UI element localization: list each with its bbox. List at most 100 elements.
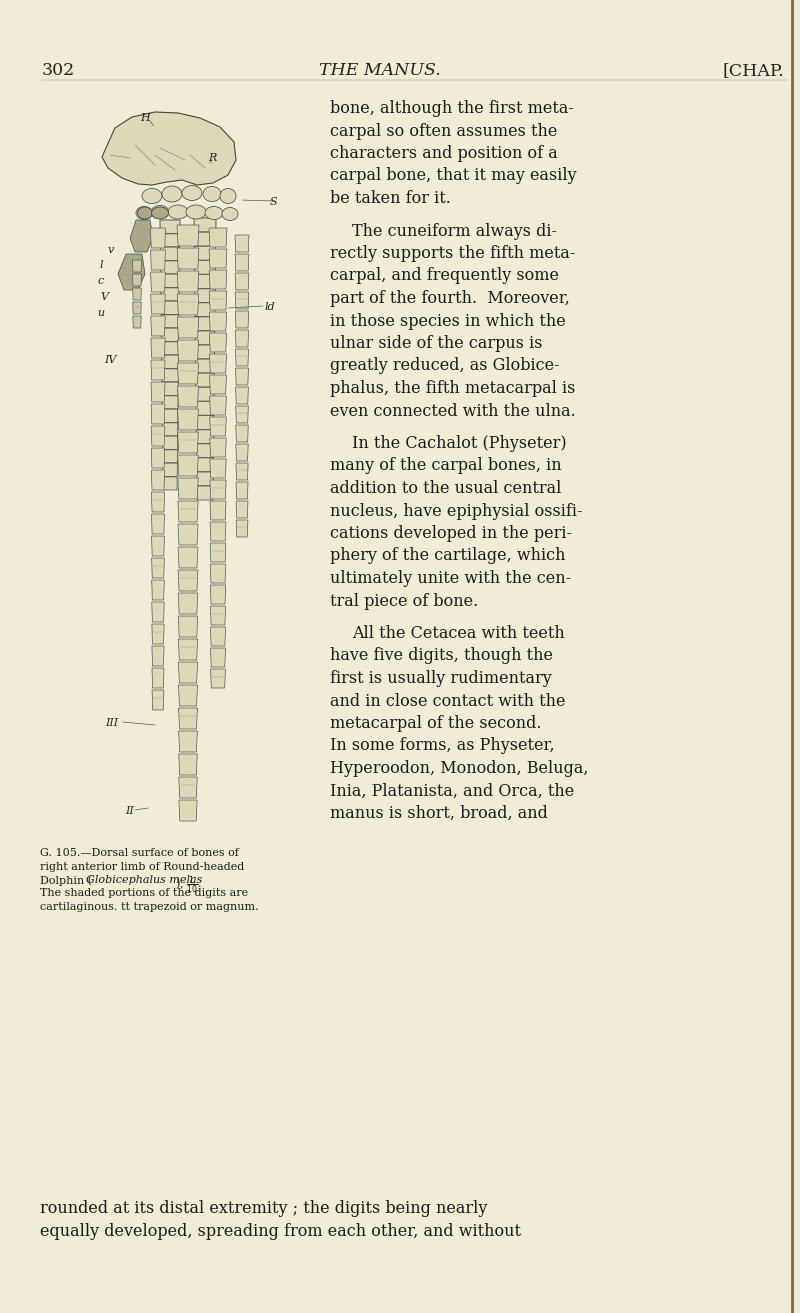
Polygon shape: [162, 423, 178, 436]
Polygon shape: [178, 593, 198, 614]
Ellipse shape: [182, 185, 202, 201]
Polygon shape: [178, 502, 198, 523]
Polygon shape: [152, 624, 164, 643]
Polygon shape: [210, 355, 226, 373]
Polygon shape: [210, 628, 226, 646]
Polygon shape: [160, 247, 180, 260]
Polygon shape: [152, 668, 164, 688]
Polygon shape: [151, 360, 165, 379]
Ellipse shape: [205, 206, 223, 219]
Polygon shape: [161, 315, 179, 328]
Text: Globicephalus melas: Globicephalus melas: [86, 874, 202, 885]
Polygon shape: [161, 274, 179, 288]
Text: addition to the usual central: addition to the usual central: [330, 481, 562, 498]
Polygon shape: [178, 410, 198, 429]
Polygon shape: [210, 502, 226, 520]
Polygon shape: [178, 478, 198, 499]
Polygon shape: [210, 586, 226, 604]
Polygon shape: [210, 291, 226, 310]
Polygon shape: [178, 294, 198, 315]
Polygon shape: [178, 340, 198, 361]
Polygon shape: [161, 301, 179, 315]
Polygon shape: [162, 436, 178, 449]
Text: II: II: [125, 806, 134, 815]
Polygon shape: [194, 260, 215, 274]
Text: Hyperoodon, Monodon, Beluga,: Hyperoodon, Monodon, Beluga,: [330, 760, 589, 777]
Polygon shape: [162, 463, 178, 477]
Text: rounded at its distal extremity ; the digits being nearly: rounded at its distal extremity ; the di…: [40, 1200, 487, 1217]
Text: phery of the cartilage, which: phery of the cartilage, which: [330, 548, 566, 565]
Polygon shape: [210, 544, 226, 562]
Polygon shape: [151, 536, 165, 555]
Polygon shape: [196, 429, 214, 444]
Text: III: III: [105, 718, 118, 727]
Polygon shape: [133, 274, 142, 286]
Polygon shape: [178, 662, 198, 683]
Text: have five digits, though the: have five digits, though the: [330, 647, 553, 664]
Polygon shape: [133, 288, 142, 299]
Polygon shape: [235, 253, 249, 270]
Text: cartilaginous. tt trapezoid or magnum.: cartilaginous. tt trapezoid or magnum.: [40, 902, 258, 913]
Polygon shape: [150, 228, 166, 248]
Polygon shape: [118, 253, 145, 290]
Polygon shape: [162, 449, 178, 463]
Polygon shape: [194, 218, 216, 232]
Polygon shape: [161, 328, 179, 341]
Polygon shape: [151, 425, 165, 446]
Text: first is usually rudimentary: first is usually rudimentary: [330, 670, 552, 687]
Polygon shape: [160, 221, 180, 234]
Polygon shape: [210, 334, 226, 352]
Text: 302: 302: [42, 62, 75, 79]
Polygon shape: [195, 358, 214, 373]
Text: carpal bone, that it may easily: carpal bone, that it may easily: [330, 168, 577, 185]
Polygon shape: [197, 486, 213, 500]
Polygon shape: [210, 418, 226, 436]
Text: Inia, Platanista, and Orca, the: Inia, Platanista, and Orca, the: [330, 783, 574, 800]
Polygon shape: [178, 316, 198, 337]
Text: nucleus, have epiphysial ossifi-: nucleus, have epiphysial ossifi-: [330, 503, 582, 520]
Text: tral piece of bone.: tral piece of bone.: [330, 592, 478, 609]
Polygon shape: [210, 481, 226, 499]
Text: IV: IV: [104, 355, 116, 365]
Polygon shape: [210, 670, 226, 688]
Polygon shape: [178, 386, 198, 407]
Text: manus is short, broad, and: manus is short, broad, and: [330, 805, 548, 822]
Text: equally developed, spreading from each other, and without: equally developed, spreading from each o…: [40, 1222, 521, 1239]
Polygon shape: [209, 270, 227, 289]
Polygon shape: [194, 274, 215, 289]
Polygon shape: [133, 302, 142, 314]
Polygon shape: [161, 260, 179, 274]
Text: Dolphin (: Dolphin (: [40, 874, 92, 885]
Polygon shape: [151, 492, 165, 512]
Polygon shape: [210, 376, 226, 394]
Ellipse shape: [203, 186, 221, 201]
Polygon shape: [162, 410, 178, 423]
Polygon shape: [195, 331, 214, 345]
Polygon shape: [210, 607, 226, 625]
Text: ld: ld: [265, 302, 276, 312]
Text: H: H: [140, 113, 150, 123]
Polygon shape: [210, 523, 226, 541]
Polygon shape: [196, 373, 214, 387]
Polygon shape: [236, 425, 248, 442]
Polygon shape: [210, 649, 226, 667]
Polygon shape: [102, 112, 236, 185]
Polygon shape: [152, 580, 164, 600]
Text: carpal, and frequently some: carpal, and frequently some: [330, 268, 559, 285]
Polygon shape: [196, 387, 214, 402]
Polygon shape: [235, 330, 249, 347]
Polygon shape: [178, 548, 198, 569]
Polygon shape: [210, 397, 226, 415]
Polygon shape: [151, 337, 165, 358]
Polygon shape: [197, 444, 214, 458]
Polygon shape: [161, 288, 179, 301]
Text: part of the fourth.  Moreover,: part of the fourth. Moreover,: [330, 290, 570, 307]
Text: ), $\frac{1}{10}$.: ), $\frac{1}{10}$.: [175, 874, 202, 897]
Polygon shape: [151, 316, 165, 336]
Text: V: V: [100, 291, 108, 302]
Polygon shape: [151, 513, 165, 534]
Text: cations developed in the peri-: cations developed in the peri-: [330, 525, 572, 542]
Polygon shape: [178, 639, 198, 660]
Text: v: v: [108, 246, 114, 255]
Polygon shape: [163, 477, 177, 490]
